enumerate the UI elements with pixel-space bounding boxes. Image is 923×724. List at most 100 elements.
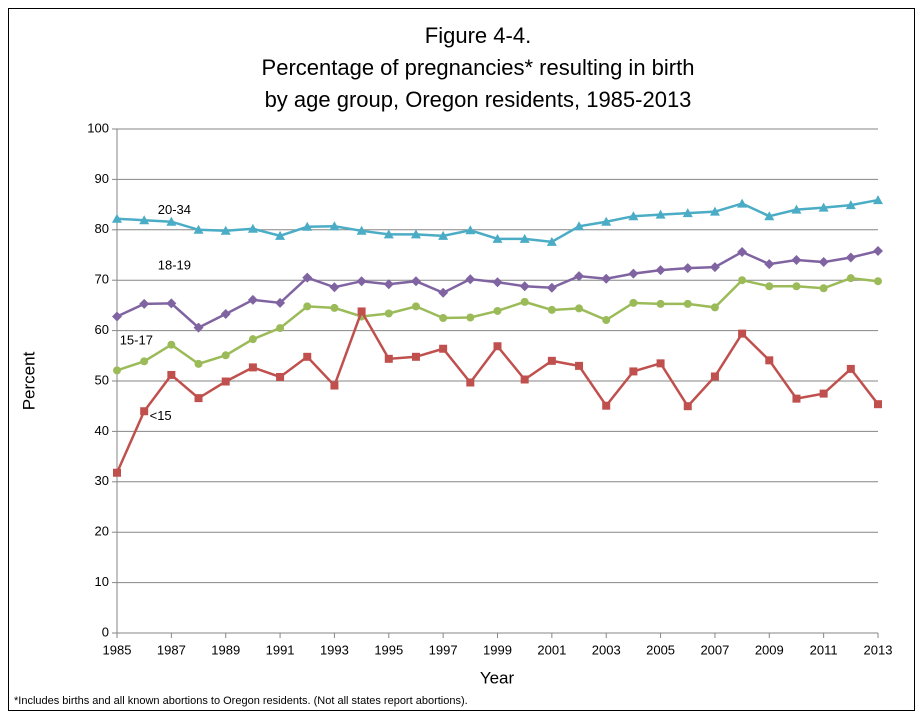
point	[628, 211, 639, 221]
point	[765, 356, 774, 365]
point	[247, 223, 258, 233]
x-tick-label: 2003	[592, 642, 621, 657]
point	[221, 351, 230, 360]
point	[247, 294, 258, 305]
point	[602, 316, 611, 325]
y-tick-label: 20	[95, 524, 109, 539]
point	[683, 299, 692, 308]
point	[737, 198, 748, 208]
point	[601, 273, 612, 284]
point	[384, 354, 393, 363]
point	[194, 359, 203, 368]
point	[602, 401, 611, 410]
point	[166, 298, 177, 309]
point	[383, 229, 394, 239]
point	[113, 366, 121, 375]
x-tick-label: 1991	[266, 642, 295, 657]
point	[356, 276, 367, 287]
y-tick-label: 40	[95, 423, 109, 438]
point	[574, 221, 585, 231]
x-tick-label: 1989	[211, 642, 240, 657]
point	[139, 215, 150, 225]
point	[220, 308, 231, 319]
point	[519, 281, 530, 292]
point	[709, 262, 720, 273]
point	[465, 274, 476, 285]
point	[547, 356, 556, 365]
x-tick-label: 2001	[537, 642, 566, 657]
point	[493, 306, 502, 315]
x-tick-label: 1997	[429, 642, 458, 657]
point	[710, 372, 719, 381]
point	[791, 204, 802, 214]
point	[439, 344, 448, 353]
x-tick-label: 1985	[103, 642, 132, 657]
point	[330, 381, 339, 390]
point	[356, 225, 367, 235]
y-tick-label: 70	[95, 272, 109, 287]
point	[575, 304, 584, 313]
point	[791, 255, 802, 266]
point	[438, 287, 449, 298]
point	[303, 352, 312, 361]
point	[492, 277, 503, 288]
point	[520, 375, 529, 384]
y-tick-label: 80	[95, 221, 109, 236]
y-axis-label: Percent	[19, 351, 38, 410]
point	[112, 311, 122, 322]
point	[737, 246, 748, 257]
point	[519, 233, 530, 243]
y-tick-label: 50	[95, 372, 109, 387]
point	[276, 372, 285, 381]
footnote: *Includes births and all known abortions…	[14, 695, 468, 707]
series-label: 20-34	[158, 202, 191, 217]
point	[466, 313, 475, 322]
point	[193, 224, 204, 234]
point	[276, 324, 285, 333]
point	[248, 363, 257, 372]
y-tick-label: 90	[95, 171, 109, 186]
point	[873, 195, 883, 205]
point	[546, 236, 557, 246]
series-label: 15-17	[120, 333, 153, 348]
point	[574, 271, 585, 282]
point	[248, 335, 257, 344]
x-axis-label: Year	[480, 668, 515, 687]
point	[874, 400, 882, 409]
point	[167, 370, 176, 379]
point	[547, 305, 556, 314]
point	[819, 284, 828, 293]
point	[329, 221, 340, 231]
point	[738, 276, 747, 285]
point	[792, 282, 801, 291]
point	[575, 361, 584, 370]
point	[655, 209, 666, 219]
y-tick-label: 30	[95, 473, 109, 488]
point	[520, 297, 529, 306]
point	[113, 468, 121, 477]
point	[357, 307, 366, 316]
point	[221, 377, 230, 386]
x-tick-label: 1999	[483, 642, 512, 657]
point	[873, 245, 883, 256]
point	[655, 265, 666, 276]
point	[492, 233, 503, 243]
point	[438, 230, 449, 240]
point	[166, 216, 177, 226]
point	[656, 359, 665, 368]
point	[656, 299, 665, 308]
point	[112, 213, 122, 223]
point	[465, 225, 476, 235]
point	[466, 378, 475, 387]
point	[601, 216, 612, 226]
point	[846, 364, 855, 373]
point	[140, 407, 149, 416]
point	[846, 274, 855, 283]
point	[874, 277, 882, 286]
point	[682, 263, 693, 274]
x-tick-label: 2005	[646, 642, 675, 657]
chart-title: Figure 4-4.	[425, 23, 531, 48]
point	[546, 282, 557, 293]
point	[818, 202, 829, 212]
point	[682, 208, 693, 218]
